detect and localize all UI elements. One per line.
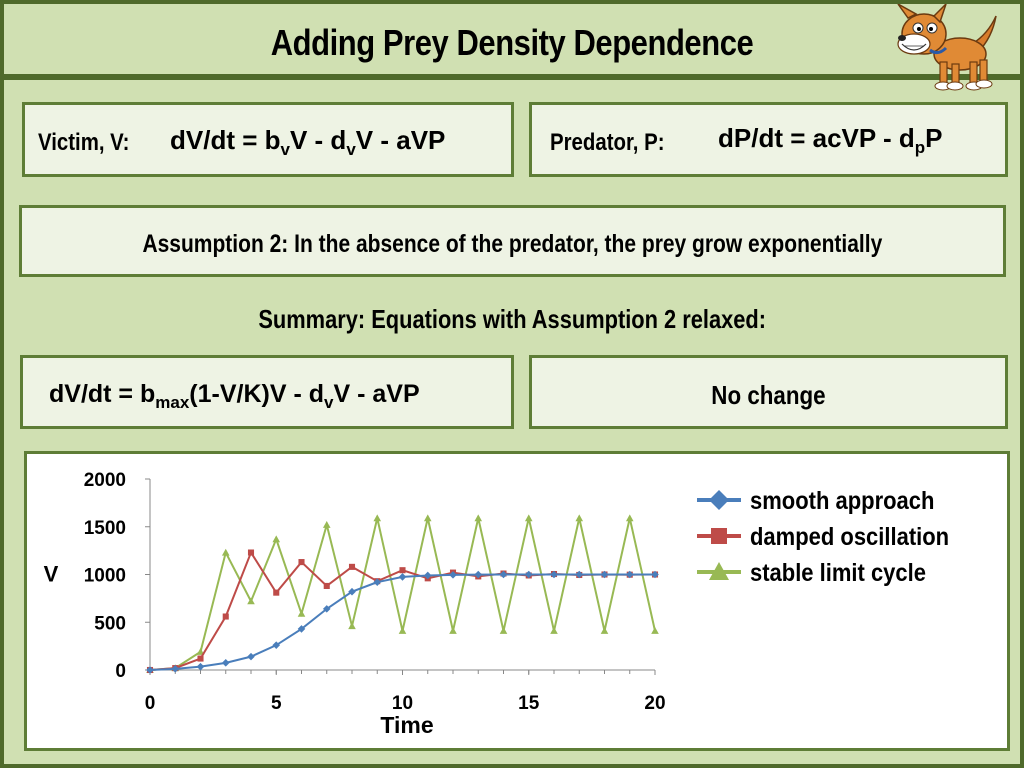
data-point-square — [222, 613, 229, 620]
data-point-triangle — [625, 514, 634, 522]
data-point-diamond — [196, 662, 205, 671]
x-tick-label: 10 — [392, 693, 413, 714]
no-change-box: No change — [529, 355, 1008, 429]
series-line-diamond — [149, 573, 655, 671]
x-tick-label: 20 — [644, 693, 665, 714]
data-point-diamond — [575, 570, 584, 579]
summary-text: Summary: Equations with Assumption 2 rel… — [258, 304, 766, 334]
data-point-triangle — [449, 627, 457, 634]
data-point-diamond — [348, 587, 356, 596]
data-point-diamond — [625, 570, 634, 579]
data-point-square — [197, 655, 204, 662]
data-point-diamond — [247, 652, 255, 661]
relaxed-equation-box: dV/dt = bmax(1-V/K)V - dvV - aVP — [20, 355, 514, 429]
legend-label: smooth approach — [750, 487, 934, 515]
y-tick-label: 500 — [94, 613, 126, 634]
data-point-square — [399, 567, 406, 574]
victim-equation-box: Victim, V: dV/dt = bvV - dvV - aVP — [22, 102, 514, 177]
data-point-diamond — [221, 659, 230, 667]
title-bar: Adding Prey Density Dependence — [4, 4, 1020, 80]
data-point-square — [348, 563, 356, 570]
data-point-square — [323, 582, 330, 589]
no-change-text: No change — [711, 380, 826, 410]
data-point-triangle — [423, 514, 432, 522]
data-point-triangle — [297, 609, 306, 617]
data-point-triangle — [221, 548, 230, 556]
victim-label: Victim, V: — [38, 129, 130, 156]
y-tick-label: 2000 — [84, 470, 126, 491]
data-point-diamond — [423, 571, 432, 580]
assumption-text: Assumption 2: In the absence of the pred… — [142, 230, 883, 258]
data-point-triangle — [247, 597, 255, 605]
data-point-diamond — [600, 570, 609, 579]
dog-cartoon-icon — [897, 4, 997, 91]
data-point-diamond — [651, 570, 659, 579]
predator-equation: dP/dt = acVP - dpP — [718, 123, 943, 157]
data-point-triangle — [348, 622, 356, 630]
y-tick-label: 0 — [115, 661, 126, 682]
y-axis-label: V — [44, 562, 59, 587]
relaxed-equation: dV/dt = bmax(1-V/K)V - dvV - aVP — [49, 380, 420, 412]
victim-equation: dV/dt = bvV - dvV - aVP — [170, 125, 446, 159]
series-line-triangle — [149, 517, 656, 671]
data-point-triangle — [322, 521, 331, 528]
legend-label: damped oscillation — [750, 523, 949, 551]
data-point-triangle — [196, 648, 205, 655]
y-tick-label: 1000 — [84, 566, 126, 587]
data-point-diamond — [474, 570, 483, 579]
data-point-triangle — [524, 514, 533, 522]
data-point-triangle — [600, 627, 609, 634]
data-point-triangle — [550, 627, 558, 634]
legend-marker-square — [711, 528, 727, 544]
data-point-diamond — [373, 578, 382, 586]
data-point-triangle — [499, 627, 508, 634]
data-point-diamond — [449, 571, 457, 579]
assumption-box: Assumption 2: In the absence of the pred… — [19, 205, 1006, 277]
data-point-square — [298, 559, 305, 566]
y-tick-label: 1500 — [84, 518, 126, 539]
data-point-diamond — [297, 625, 306, 633]
data-point-diamond — [550, 570, 558, 579]
x-axis-label: Time — [380, 712, 433, 738]
data-point-square — [247, 549, 255, 556]
x-tick-label: 15 — [518, 693, 540, 714]
data-point-triangle — [474, 514, 483, 522]
predator-label: Predator, P: — [550, 129, 665, 156]
legend-label: stable limit cycle — [750, 559, 926, 587]
data-point-triangle — [373, 514, 382, 522]
data-point-diamond — [272, 641, 281, 649]
data-point-diamond — [398, 573, 407, 581]
data-point-triangle — [398, 627, 407, 634]
predator-equation-box: Predator, P: dP/dt = acVP - dpP — [529, 102, 1008, 177]
chart-panel: 0 500 1000 1500 2000 0 5 10 15 20 V Time smooth appr… — [24, 451, 1010, 751]
data-point-triangle — [272, 535, 281, 543]
data-point-triangle — [651, 627, 659, 634]
legend-marker-triangle — [709, 562, 729, 580]
x-tick-label: 0 — [145, 693, 156, 714]
chart: 0 500 1000 1500 2000 0 5 10 15 20 V Time smooth appr… — [44, 470, 949, 738]
data-point-triangle — [575, 514, 584, 522]
page-title: Adding Prey Density Dependence — [270, 22, 754, 63]
x-tick-label: 5 — [271, 693, 282, 714]
data-point-square — [273, 589, 280, 596]
legend-marker-diamond — [709, 490, 729, 510]
